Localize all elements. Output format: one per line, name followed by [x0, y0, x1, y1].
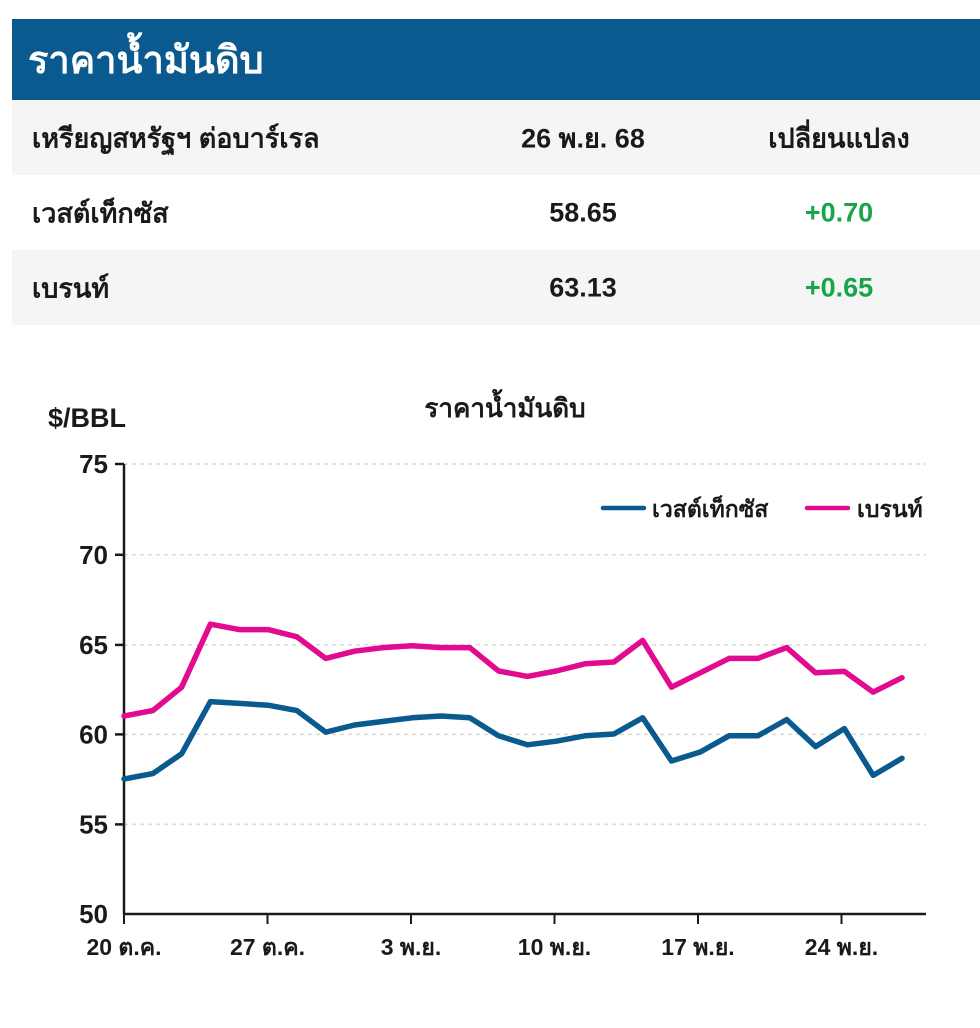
svg-text:75: 75 [79, 449, 108, 479]
svg-text:17 พ.ย.: 17 พ.ย. [661, 934, 734, 960]
svg-text:27 ต.ค.: 27 ต.ค. [230, 934, 305, 960]
svg-text:20 ต.ค.: 20 ต.ค. [86, 934, 161, 960]
svg-text:24 พ.ย.: 24 พ.ย. [805, 934, 878, 960]
svg-text:50: 50 [79, 899, 108, 929]
svg-text:65: 65 [79, 630, 108, 660]
svg-text:60: 60 [79, 719, 108, 749]
svg-text:เวสต์เท็กซัส: เวสต์เท็กซัส [652, 494, 769, 522]
svg-text:10 พ.ย.: 10 พ.ย. [518, 934, 591, 960]
svg-text:70: 70 [79, 540, 108, 570]
svg-text:55: 55 [79, 809, 108, 839]
svg-text:3 พ.ย.: 3 พ.ย. [381, 934, 442, 960]
svg-text:เบรนท์: เบรนท์ [857, 496, 923, 522]
